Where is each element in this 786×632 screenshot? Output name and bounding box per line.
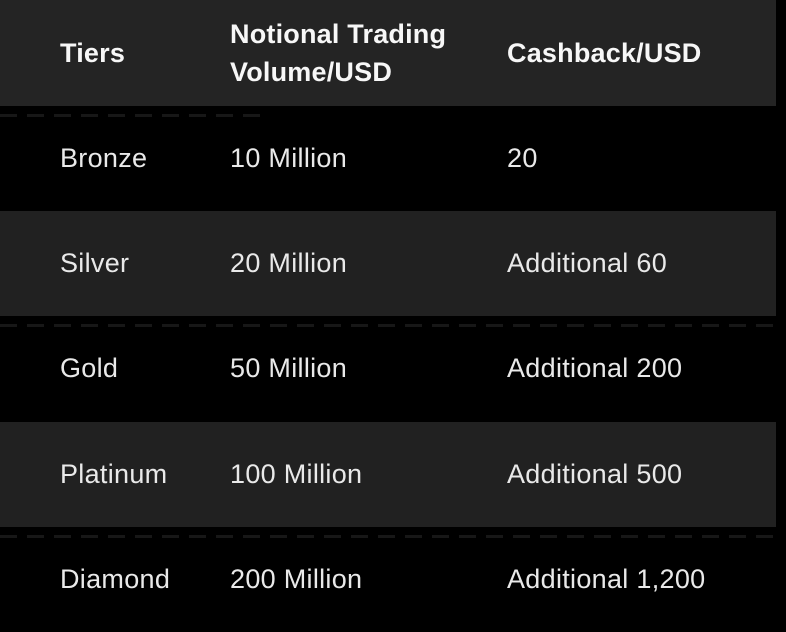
table-row-platinum: Platinum 100 Million Additional 500	[0, 421, 776, 527]
header-cell-cashback: Cashback/USD	[507, 37, 702, 68]
cell-cashback: 20	[507, 143, 538, 174]
cell-volume: 10 Million	[230, 143, 348, 174]
cell-volume: 50 Million	[230, 353, 348, 384]
table-row-gold: Gold 50 Million Additional 200	[0, 316, 776, 422]
table-row-bronze: Bronze 10 Million 20	[0, 106, 776, 212]
cell-tier: Silver	[60, 248, 130, 279]
cell-tier: Gold	[60, 353, 119, 384]
table-row-silver: Silver 20 Million Additional 60	[0, 211, 776, 317]
cell-volume: 100 Million	[230, 458, 363, 489]
header-cell-tiers: Tiers	[60, 37, 126, 68]
cell-cashback: Additional 200	[507, 353, 683, 384]
table-header-row: Tiers Notional Trading Volume/USD Cashba…	[0, 0, 776, 106]
cell-volume: 200 Million	[230, 563, 363, 594]
table-row-diamond: Diamond 200 Million Additional 1,200	[0, 526, 776, 632]
cell-cashback: Additional 500	[507, 458, 683, 489]
dashed-separator-artifact	[0, 114, 262, 117]
header-cell-notional-volume: Notional Trading Volume/USD	[230, 18, 447, 87]
cell-tier: Platinum	[60, 458, 168, 489]
dashed-separator-artifact	[0, 324, 776, 328]
cell-tier: Bronze	[60, 143, 148, 174]
cell-cashback: Additional 60	[507, 248, 668, 279]
cell-tier: Diamond	[60, 563, 171, 594]
cell-cashback: Additional 1,200	[507, 563, 706, 594]
dashed-separator-artifact	[0, 534, 776, 538]
cell-volume: 20 Million	[230, 248, 348, 279]
